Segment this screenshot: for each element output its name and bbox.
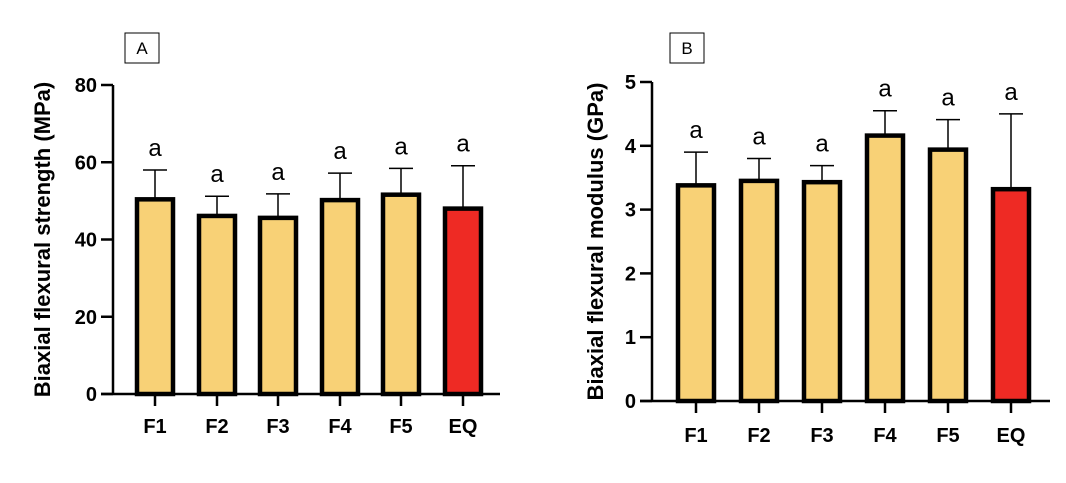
bar-f5 bbox=[927, 147, 969, 404]
x-tick-label: F3 bbox=[810, 425, 833, 447]
bar-f2 bbox=[738, 178, 780, 404]
significance-label: a bbox=[689, 117, 703, 144]
y-tick-label: 0 bbox=[86, 384, 97, 406]
x-tick-label: F5 bbox=[936, 425, 959, 447]
bar-f4 bbox=[864, 133, 906, 404]
x-tick-label: F4 bbox=[328, 416, 352, 438]
significance-label: a bbox=[941, 85, 955, 112]
x-tick-label: F4 bbox=[873, 425, 897, 447]
y-axis-title: Biaxial flexural strength (MPa) bbox=[30, 82, 55, 397]
bar-f3 bbox=[801, 179, 843, 404]
x-tick-label: F1 bbox=[143, 416, 166, 438]
bar-f1 bbox=[675, 183, 717, 404]
significance-label: a bbox=[815, 131, 829, 158]
significance-label: a bbox=[752, 124, 766, 151]
x-tick-label: EQ bbox=[997, 425, 1026, 447]
y-axis-title: Biaxial flexural modulus (GPa) bbox=[583, 83, 608, 401]
x-tick-label: F5 bbox=[389, 416, 412, 438]
panel-label: B bbox=[681, 39, 692, 58]
y-tick-label: 20 bbox=[75, 307, 97, 329]
y-tick-label: 5 bbox=[625, 72, 636, 94]
significance-label: a bbox=[271, 159, 285, 186]
chart-panel-b: B Biaxial flexural modulus (GPa) a F1 a F2 a F3… bbox=[583, 32, 1050, 447]
x-tick-label: F2 bbox=[205, 416, 228, 438]
significance-label: a bbox=[148, 135, 162, 162]
significance-label: a bbox=[878, 76, 892, 103]
bar-f5 bbox=[380, 192, 422, 397]
bar-f2 bbox=[196, 213, 238, 397]
x-tick-label: F3 bbox=[266, 416, 289, 438]
panel-label: A bbox=[136, 39, 148, 58]
chart-panel-a: A Biaxial flexural strength (MPa) a F1 a F2 a F… bbox=[30, 32, 500, 438]
bar-f3 bbox=[257, 215, 299, 397]
significance-label: a bbox=[210, 161, 224, 188]
y-tick-label: 1 bbox=[625, 327, 636, 349]
x-tick-label: F2 bbox=[747, 425, 770, 447]
bar-f4 bbox=[319, 197, 361, 397]
bar-eq bbox=[442, 206, 484, 397]
y-tick-label: 40 bbox=[75, 230, 97, 252]
y-tick-label: 3 bbox=[625, 200, 636, 222]
y-tick-label: 80 bbox=[75, 75, 97, 97]
y-tick-label: 60 bbox=[75, 152, 97, 174]
significance-label: a bbox=[1004, 79, 1018, 106]
y-tick-label: 4 bbox=[625, 136, 637, 158]
panel-label-box bbox=[669, 32, 705, 64]
significance-label: a bbox=[394, 133, 408, 160]
x-tick-label: EQ bbox=[449, 416, 478, 438]
panel-label-box bbox=[124, 32, 160, 64]
bar-eq bbox=[990, 186, 1032, 404]
significance-label: a bbox=[456, 131, 470, 158]
significance-label: a bbox=[333, 138, 347, 165]
y-tick-label: 2 bbox=[625, 263, 636, 285]
bar-f1 bbox=[134, 197, 176, 397]
y-tick-label: 0 bbox=[625, 391, 636, 413]
x-tick-label: F1 bbox=[684, 425, 707, 447]
